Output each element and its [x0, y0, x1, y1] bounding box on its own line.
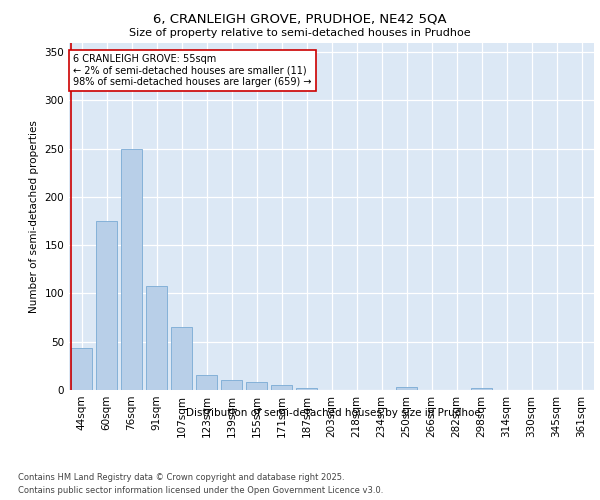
Bar — [271, 385, 292, 390]
Bar — [221, 380, 242, 390]
Y-axis label: Number of semi-detached properties: Number of semi-detached properties — [29, 120, 39, 312]
Text: Contains public sector information licensed under the Open Government Licence v3: Contains public sector information licen… — [18, 486, 383, 495]
Text: 6, CRANLEIGH GROVE, PRUDHOE, NE42 5QA: 6, CRANLEIGH GROVE, PRUDHOE, NE42 5QA — [153, 12, 447, 26]
Text: 6 CRANLEIGH GROVE: 55sqm
← 2% of semi-detached houses are smaller (11)
98% of se: 6 CRANLEIGH GROVE: 55sqm ← 2% of semi-de… — [73, 54, 312, 88]
Bar — [171, 328, 192, 390]
Text: Size of property relative to semi-detached houses in Prudhoe: Size of property relative to semi-detach… — [129, 28, 471, 38]
Bar — [121, 148, 142, 390]
Bar — [196, 374, 217, 390]
Bar — [396, 387, 417, 390]
Bar — [246, 382, 267, 390]
Bar — [296, 388, 317, 390]
Bar — [471, 388, 492, 390]
Bar — [71, 348, 92, 390]
Text: Contains HM Land Registry data © Crown copyright and database right 2025.: Contains HM Land Registry data © Crown c… — [18, 472, 344, 482]
Bar — [146, 286, 167, 390]
Bar — [96, 221, 117, 390]
Text: Distribution of semi-detached houses by size in Prudhoe: Distribution of semi-detached houses by … — [185, 408, 481, 418]
